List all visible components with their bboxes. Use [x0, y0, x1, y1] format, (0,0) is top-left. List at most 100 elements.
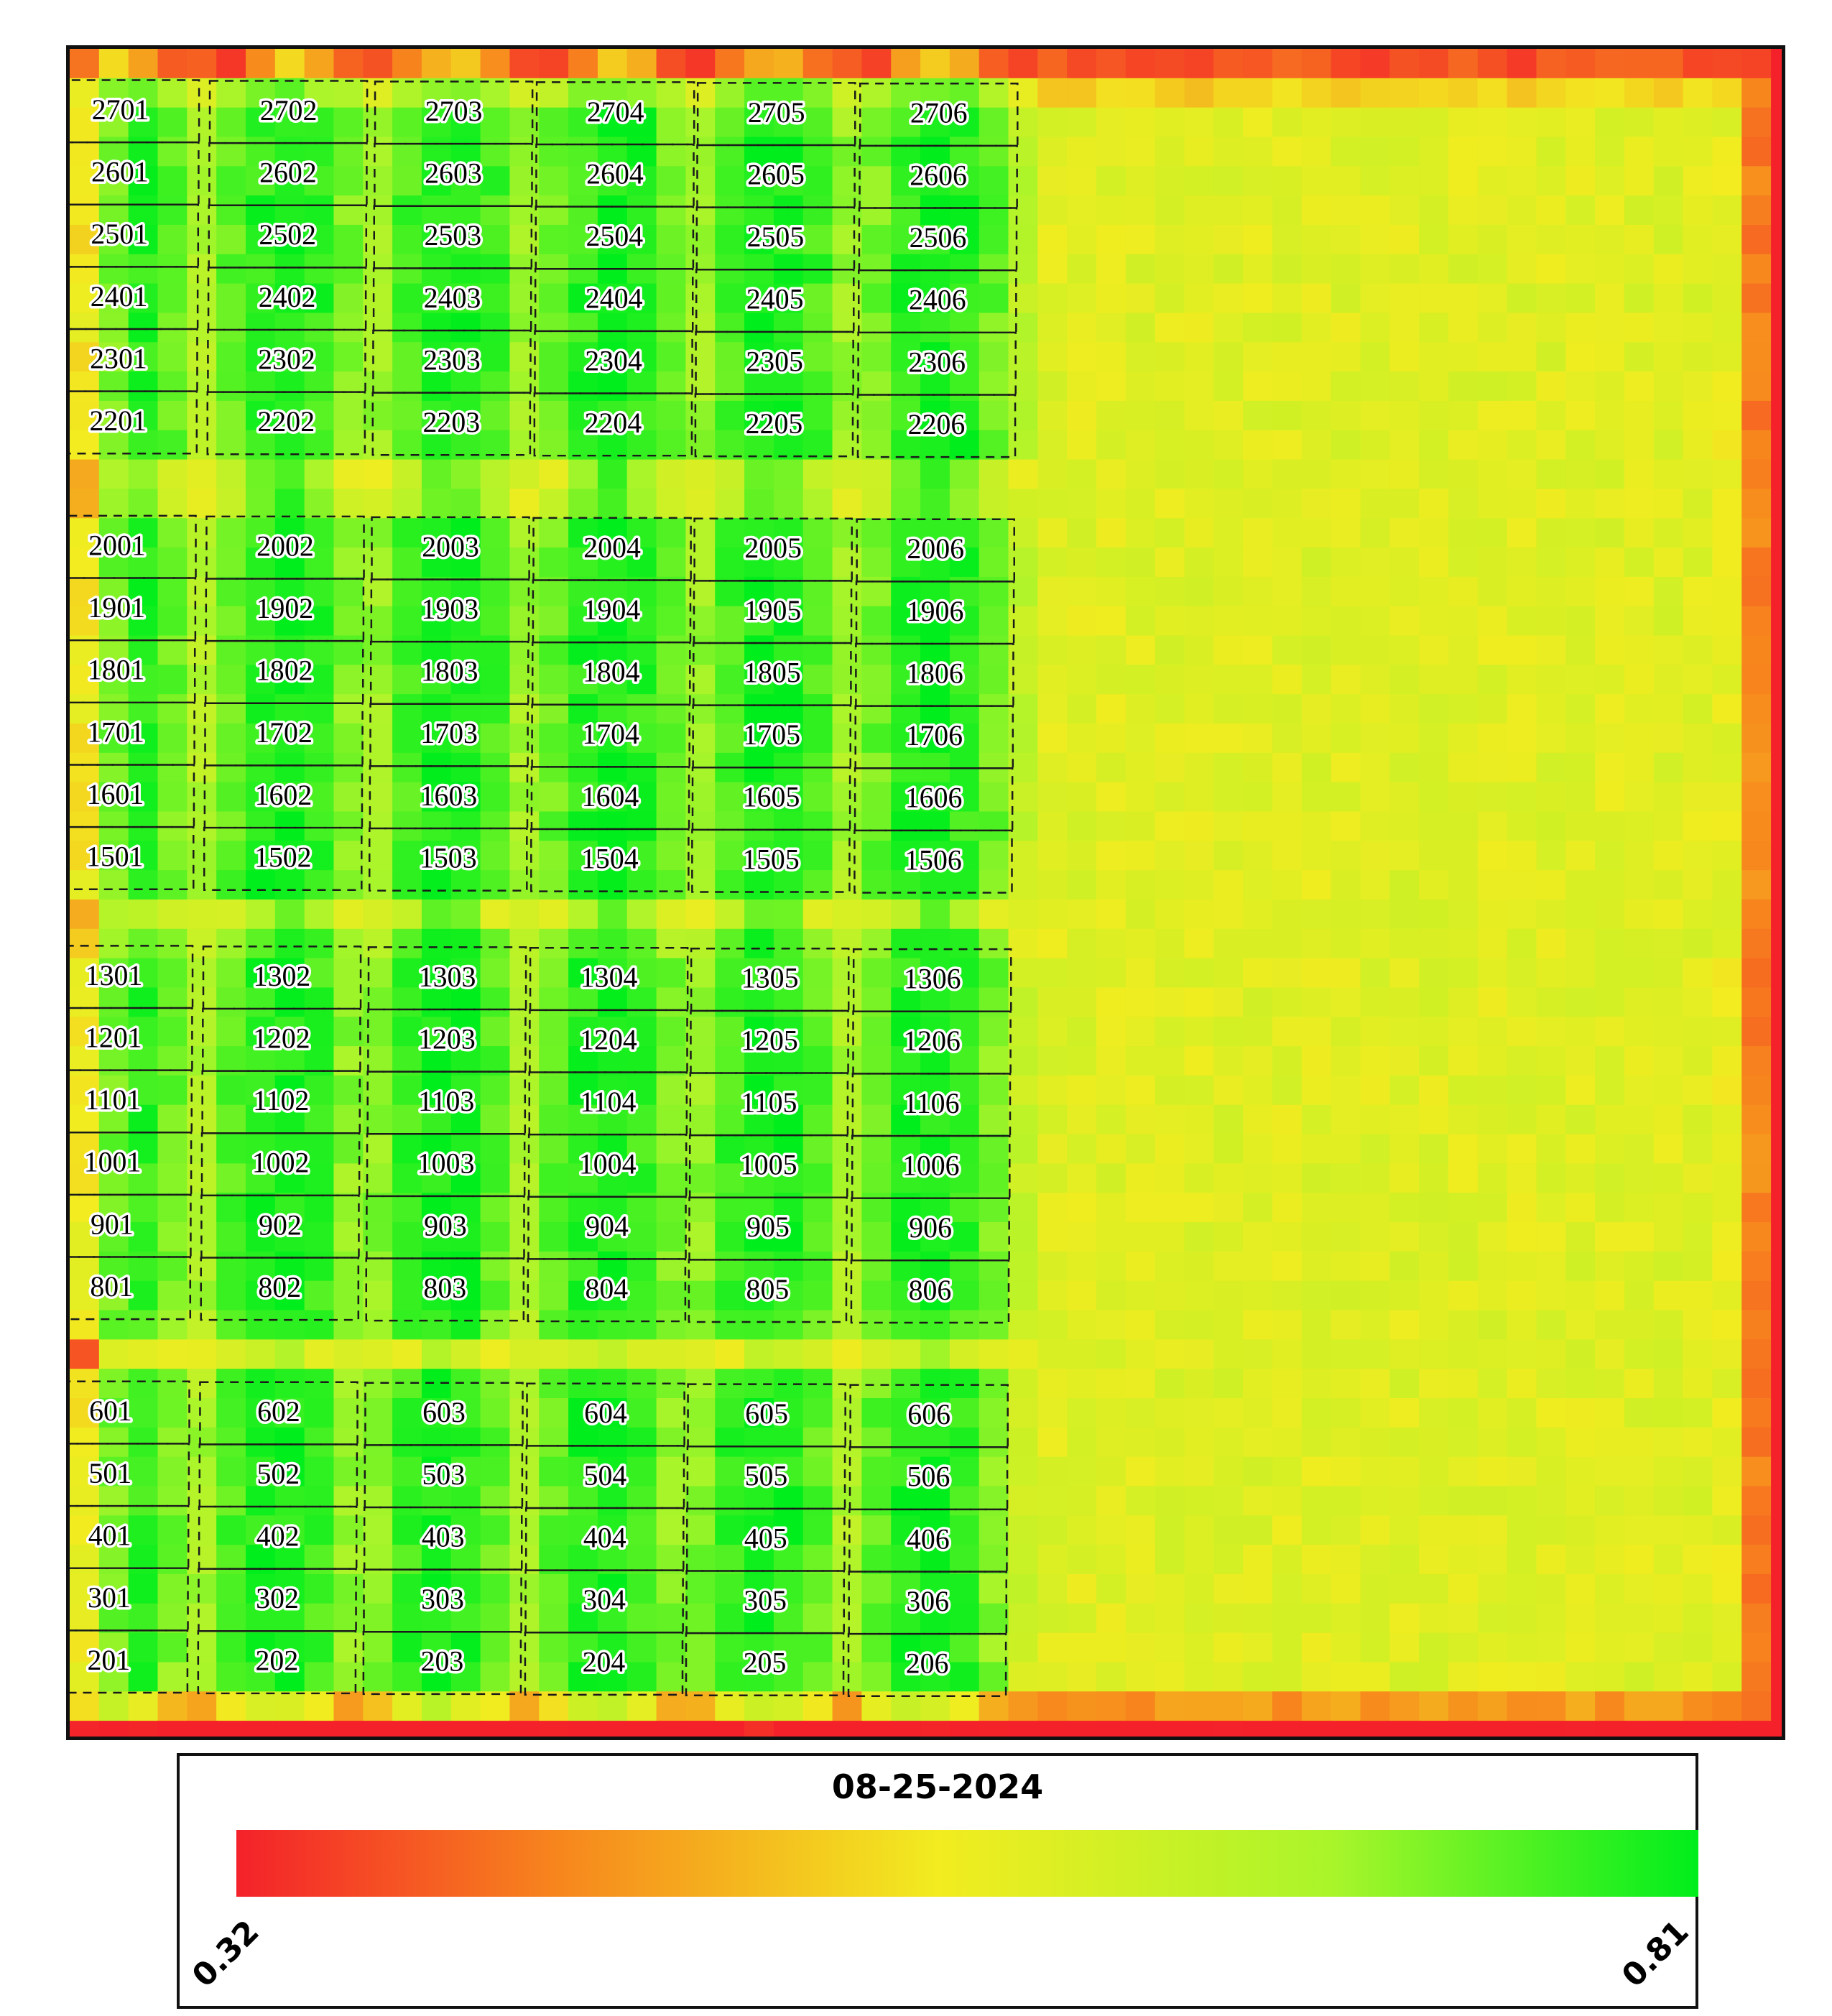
plot-label-903: 903	[424, 1210, 467, 1241]
plot-label-606: 606	[907, 1399, 950, 1430]
plot-label-2006: 2006	[907, 533, 964, 565]
plot-label-504: 504	[584, 1460, 627, 1492]
plot-boundary-2705	[696, 82, 856, 147]
plot-label-1203: 1203	[418, 1023, 476, 1055]
plot-label-2602: 2602	[259, 157, 317, 189]
plot-label-2503: 2503	[424, 220, 481, 251]
plot-label-2003: 2003	[422, 531, 479, 563]
plot-boundary-2204	[533, 392, 693, 457]
plot-label-1806: 1806	[906, 657, 963, 689]
plot-boundary-606	[849, 1384, 1009, 1448]
plot-label-1606: 1606	[905, 782, 963, 814]
plot-label-1003: 1003	[417, 1148, 475, 1180]
plot-boundary-1602	[203, 764, 364, 829]
plot-label-2305: 2305	[746, 346, 803, 377]
plot-label-2002: 2002	[256, 530, 314, 562]
plot-boundary-2004	[532, 517, 692, 581]
plot-label-201: 201	[87, 1645, 130, 1676]
plot-boundary-2706	[859, 83, 1019, 147]
plot-grid-map: 2701 2702 2703 2704 2705 2706 2601 2602 2603 2604…	[70, 49, 1782, 1737]
plot-label-1105: 1105	[741, 1087, 797, 1119]
plot-boundary-1706	[854, 705, 1014, 769]
legend-min-label: 0.32	[185, 1913, 267, 1994]
plot-label-2402: 2402	[259, 282, 316, 313]
plot-boundary-2203	[371, 392, 532, 456]
plot-boundary-206	[847, 1632, 1007, 1697]
plot-boundary-903	[366, 1195, 525, 1259]
legend-color-ramp	[236, 1830, 1698, 1897]
plot-label-601: 601	[89, 1395, 132, 1427]
plot-boundary-306	[848, 1571, 1008, 1635]
plot-label-1106: 1106	[903, 1088, 959, 1119]
plot-boundary-902	[200, 1194, 360, 1259]
plot-label-2606: 2606	[910, 159, 967, 191]
plot-label-1906: 1906	[907, 596, 964, 627]
plot-boundary-905	[688, 1196, 848, 1261]
plot-label-1102: 1102	[253, 1085, 309, 1116]
plot-boundary-201	[70, 1629, 189, 1694]
plot-boundary-601	[70, 1380, 190, 1445]
plot-boundary-2306	[857, 331, 1017, 396]
plot-boundary-304	[524, 1569, 684, 1634]
plot-boundary-1906	[855, 581, 1015, 645]
plot-label-1503: 1503	[420, 842, 477, 874]
plot-label-2206: 2206	[908, 409, 966, 440]
plot-label-2204: 2204	[585, 407, 642, 439]
plot-boundary-1306	[852, 948, 1012, 1013]
plot-label-203: 203	[421, 1646, 464, 1678]
plot-label-1006: 1006	[902, 1150, 960, 1182]
plot-boundary-506	[848, 1446, 1009, 1511]
plot-boundary-2304	[534, 330, 693, 394]
plot-boundary-1704	[531, 703, 690, 768]
plot-label-404: 404	[583, 1522, 626, 1553]
plot-label-2706: 2706	[910, 98, 968, 129]
plot-label-2001: 2001	[88, 530, 146, 561]
plot-label-1201: 1201	[85, 1022, 142, 1053]
plot-boundary-1604	[530, 766, 690, 831]
plot-label-2701: 2701	[92, 94, 149, 126]
plot-boundary-603	[364, 1382, 524, 1446]
plot-boundary-302	[198, 1568, 357, 1632]
plot-label-501: 501	[88, 1458, 131, 1489]
plot-boundary-2502	[208, 204, 368, 269]
plot-boundary-303	[363, 1568, 522, 1633]
plot-label-2202: 2202	[257, 406, 315, 438]
plot-label-2005: 2005	[744, 532, 802, 564]
plot-label-2501: 2501	[91, 218, 148, 250]
plot-label-403: 403	[422, 1521, 465, 1553]
ndvi-map: 2701 2702 2703 2704 2705 2706 2601 2602 2603 2604…	[66, 45, 1785, 1740]
plot-label-604: 604	[584, 1397, 627, 1429]
plot-boundary-906	[851, 1197, 1010, 1262]
plot-label-905: 905	[746, 1211, 790, 1243]
plot-boundary-501	[70, 1443, 190, 1507]
plot-label-1204: 1204	[580, 1024, 637, 1055]
plot-label-304: 304	[583, 1584, 626, 1616]
plot-boundary-2003	[371, 516, 530, 581]
plot-boundary-1002	[200, 1132, 361, 1197]
plot-boundary-1902	[205, 578, 365, 642]
plot-boundary-1806	[855, 642, 1014, 707]
plot-label-1901: 1901	[88, 592, 146, 624]
plot-boundary-502	[198, 1443, 358, 1508]
plot-label-603: 603	[422, 1397, 466, 1428]
plot-label-402: 402	[256, 1520, 300, 1552]
plot-boundary-1505	[691, 828, 851, 893]
plot-boundary-1606	[853, 767, 1014, 832]
plot-label-1305: 1305	[741, 963, 799, 994]
plot-label-2205: 2205	[746, 408, 803, 440]
plot-boundary-2401	[70, 266, 199, 330]
plot-label-806: 806	[909, 1275, 952, 1306]
plot-label-1704: 1704	[582, 718, 639, 750]
plot-label-2301: 2301	[90, 343, 147, 374]
plot-label-1101: 1101	[85, 1084, 141, 1116]
plot-label-206: 206	[906, 1648, 949, 1680]
plot-label-904: 904	[586, 1211, 629, 1242]
plot-label-804: 804	[585, 1273, 628, 1305]
plot-label-1103: 1103	[418, 1086, 474, 1117]
plot-label-505: 505	[745, 1461, 788, 1492]
legend: 08-25-2024 0.32 0.81	[177, 1753, 1698, 2009]
plot-label-1603: 1603	[420, 780, 478, 812]
plot-label-2404: 2404	[586, 283, 643, 315]
plot-boundary-2403	[372, 267, 532, 332]
plot-label-1104: 1104	[580, 1086, 636, 1118]
